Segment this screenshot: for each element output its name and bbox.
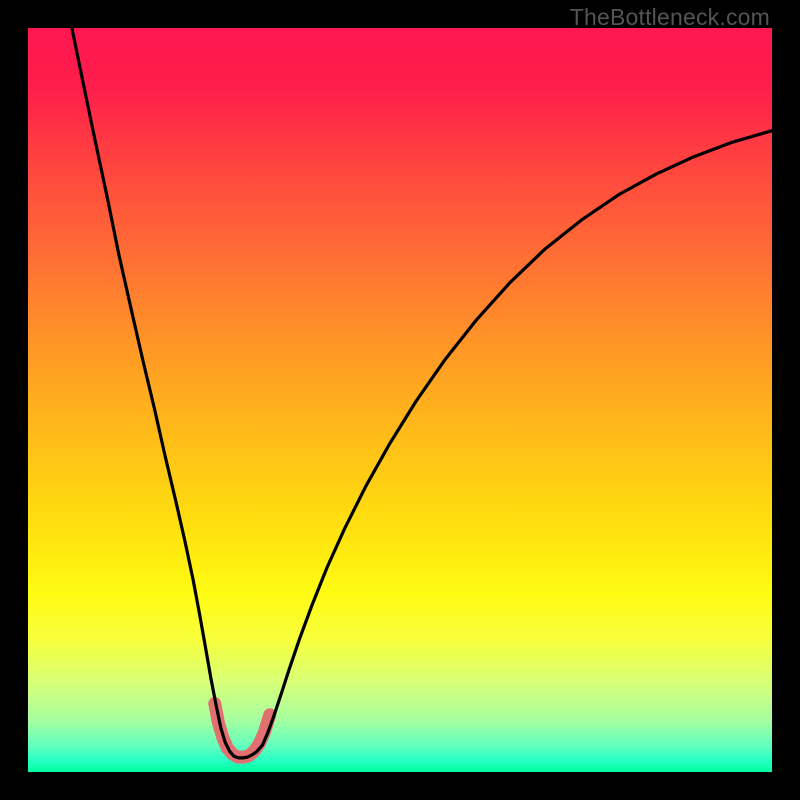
stage: TheBottleneck.com: [0, 0, 800, 800]
plot-area: [28, 28, 772, 772]
plot-background-gradient: [28, 28, 772, 772]
gradient-rect: [28, 28, 772, 772]
watermark-text: TheBottleneck.com: [570, 4, 770, 31]
